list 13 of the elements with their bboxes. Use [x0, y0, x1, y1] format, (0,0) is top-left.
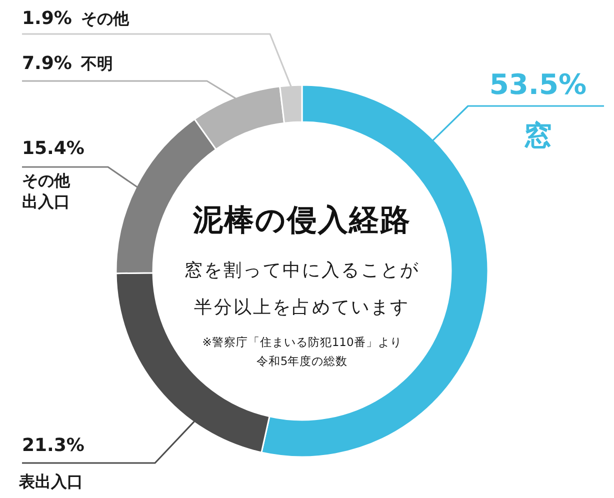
data-label: 7.9%: [22, 52, 72, 74]
slice-label: 表出入口: [18, 472, 83, 490]
text: 窓を割って中に入ることが半分以上を占めています: [184, 260, 420, 318]
text: ※警察庁「住まいる防犯110番」より令和5年度の総数: [202, 335, 402, 368]
slice-label: 不明: [80, 54, 113, 72]
slice-label: その他出入口: [22, 170, 71, 210]
data-label: 53.5%: [489, 68, 587, 100]
slice-label: その他: [80, 8, 130, 28]
slice-label: 窓: [524, 118, 552, 152]
data-label: 21.3%: [22, 434, 84, 456]
text: 泥棒の侵入経路: [192, 202, 411, 238]
data-label: 1.9%: [22, 8, 72, 28]
data-label: 15.4%: [22, 138, 84, 158]
